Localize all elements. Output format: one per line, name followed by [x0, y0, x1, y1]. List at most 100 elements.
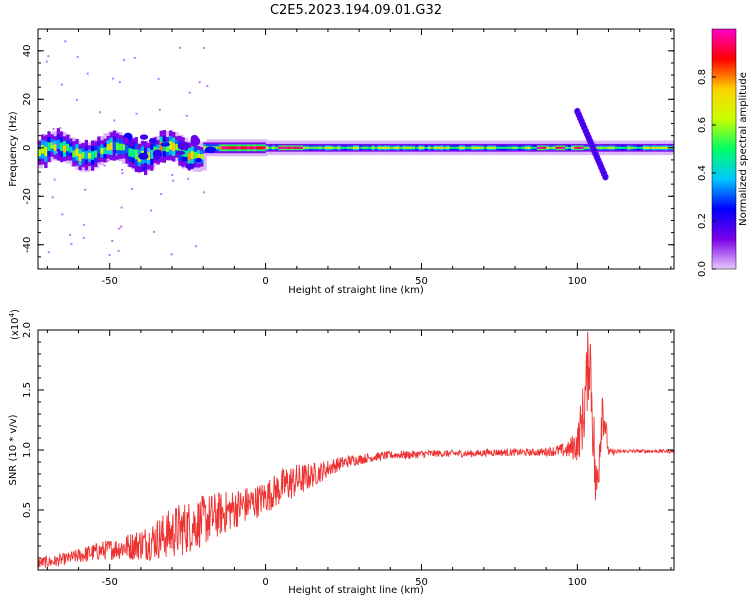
heat-speckle: [111, 240, 114, 243]
heat-cell-core: [452, 146, 456, 149]
heat-cell-core: [536, 146, 541, 149]
heat-speckle: [170, 253, 173, 256]
heat-cell-core: [281, 146, 285, 149]
heat-cell-core: [627, 146, 631, 149]
heat-speckle: [188, 91, 191, 94]
heat-cell-core: [558, 146, 562, 149]
heat-cell-core: [315, 146, 319, 149]
heat-cell-core: [337, 146, 341, 149]
heat-cell-core: [621, 146, 625, 149]
heat-cell-core: [290, 146, 294, 149]
heat-cell-core: [415, 146, 419, 149]
heat-cell-core: [234, 146, 238, 150]
heat-speckle: [60, 83, 63, 86]
heat-speckle: [118, 81, 121, 84]
heat-cell-core: [645, 146, 650, 149]
heat-cell-core: [655, 146, 659, 149]
heat-cell-core: [112, 141, 117, 150]
heat-cell-core: [271, 146, 276, 149]
heat-cell-core: [533, 146, 538, 149]
heat-cell-core: [41, 145, 45, 154]
heat-speckle: [113, 119, 116, 122]
heat-blob: [152, 149, 163, 159]
heat-cell-core: [50, 142, 54, 149]
heat-cell-core: [490, 146, 494, 149]
heat-speckle: [52, 128, 55, 131]
heat-cell-core: [446, 146, 450, 149]
heat-cell-core: [518, 146, 522, 149]
heat-cell-core: [424, 146, 428, 149]
heat-cell-core: [515, 146, 519, 149]
heat-cell-core: [274, 146, 279, 149]
heat-speckle: [160, 193, 163, 196]
heat-cell-core: [527, 146, 531, 149]
heat-cell-core: [602, 146, 606, 149]
heat-cell-core: [106, 144, 110, 151]
heat-blob: [175, 150, 186, 155]
y-tick-label: 1.0: [22, 442, 33, 458]
heat-cell-core: [306, 146, 310, 149]
snr-y-ticks: 0.5 1.0 1.5 2.0: [22, 322, 674, 571]
heat-cell-core: [340, 146, 344, 149]
heat-cell-core: [172, 142, 176, 151]
heat-cell-core: [630, 146, 634, 149]
snr-y-multiplier: (x104): [8, 309, 21, 340]
heat-cell-core: [327, 146, 332, 149]
heat-cell-core: [259, 146, 263, 150]
heat-cell-core: [396, 146, 400, 149]
heat-cell-core: [393, 146, 397, 149]
heat-speckle: [158, 108, 161, 111]
heat-cell-core: [468, 146, 472, 149]
heat-cell-core: [502, 146, 506, 149]
heat-speckle: [47, 55, 50, 58]
snr-series-line: [38, 331, 674, 569]
heat-speckle: [83, 223, 86, 226]
heat-cell-core: [346, 146, 350, 149]
heat-cell-core: [243, 146, 248, 150]
snr-y-axis-label: SNR (10 * v/v): [8, 414, 19, 485]
heat-cell-core: [564, 146, 569, 149]
heat-cell-core: [56, 139, 61, 149]
x-tick-label: 50: [415, 276, 428, 287]
heat-cell-core: [250, 146, 254, 150]
heat-cell-core: [617, 146, 622, 149]
heat-cell-core: [237, 146, 241, 150]
heat-cell-core: [499, 146, 503, 149]
heat-cell-core: [608, 146, 612, 149]
heat-cell-core: [165, 145, 170, 152]
heat-cell-core: [636, 146, 640, 149]
heat-cell-core: [47, 142, 51, 152]
y-tick-label: 0.5: [22, 502, 33, 518]
heat-cell-core: [552, 146, 556, 149]
heat-speckle: [149, 150, 152, 153]
heat-cell-core: [349, 146, 354, 149]
heat-speckle: [157, 77, 160, 80]
heat-cell-core: [505, 146, 509, 149]
heat-cell-core: [483, 146, 488, 149]
colorbar-ticks: 0.0 0.2 0.4 0.6 0.8: [697, 69, 716, 277]
heat-blob: [177, 141, 190, 151]
heat-cell-core: [521, 146, 525, 149]
heat-cell-core: [596, 146, 600, 149]
heat-speckle: [203, 46, 206, 49]
heat-speckle: [82, 236, 85, 239]
heat-speckle: [120, 225, 123, 228]
heat-cell-core: [471, 146, 475, 149]
heat-cell-core: [356, 146, 360, 149]
heat-cell-core: [78, 153, 82, 161]
heat-cell-core: [418, 146, 422, 149]
heat-speckle: [70, 243, 73, 246]
heat-speckle: [185, 114, 188, 117]
colorbar-tick-label: 0.6: [697, 117, 708, 133]
colorbar: 0.0 0.2 0.4 0.6 0.8 Normalized spectral ampl…: [697, 28, 749, 277]
heat-cell-core: [605, 146, 609, 149]
y-tick-label: 20: [22, 93, 33, 106]
heat-cell-core: [365, 146, 369, 149]
heat-cell-core: [100, 148, 104, 155]
tone-streak-core: [603, 174, 608, 179]
heat-cell-core: [371, 146, 375, 149]
heat-cell-core: [639, 146, 644, 149]
heat-cell-core: [115, 142, 120, 151]
heat-speckle: [131, 187, 134, 190]
heat-cell-core: [84, 150, 89, 160]
